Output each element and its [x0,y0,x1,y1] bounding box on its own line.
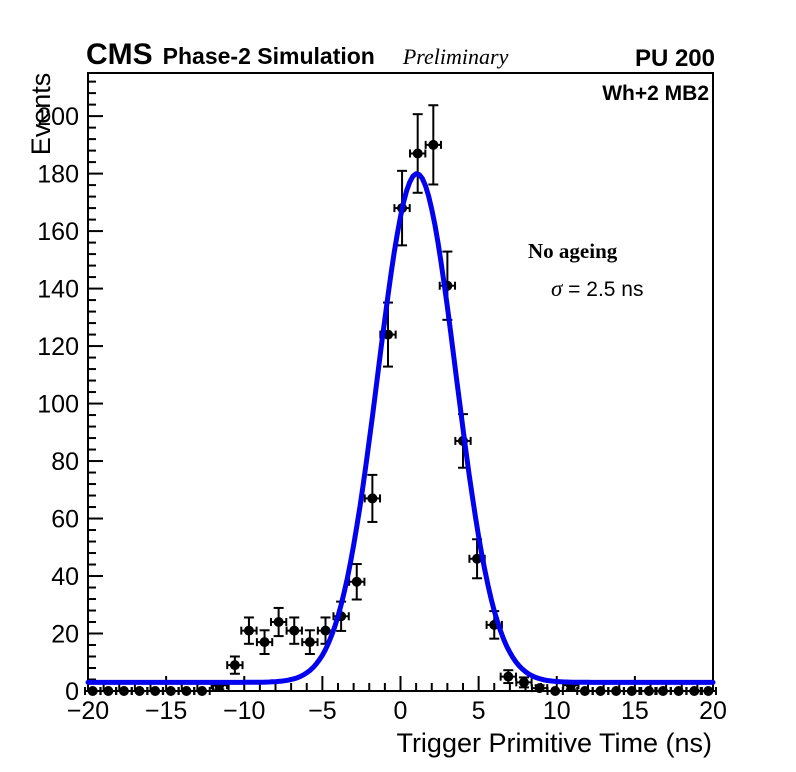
data-point-group [654,686,672,696]
data-point-group [285,616,303,645]
data-point-group [424,104,442,186]
y-tick-label: 140 [37,276,79,304]
data-marker [197,686,208,696]
data-marker [289,625,300,636]
data-point-group [348,563,366,601]
plot-header: CMS Phase-2 Simulation Preliminary [86,38,508,72]
data-marker [165,686,176,696]
data-marker [579,686,590,696]
data-point-group [499,669,517,685]
data-point-group [240,616,258,645]
data-point-group [301,629,319,655]
simulation-label: Phase-2 Simulation [162,43,375,69]
data-marker [643,686,654,696]
data-marker [181,686,192,696]
data-marker [320,625,331,636]
y-tick-label: 100 [37,391,79,419]
data-marker [118,686,129,696]
data-marker [351,576,362,587]
data-point-group [591,686,610,696]
fit-curve-layer [85,171,716,685]
data-point-group [226,655,244,675]
data-point-group [576,686,594,696]
data-point-group [640,686,658,696]
fit-curve [85,171,716,685]
data-marker [243,625,254,636]
y-tick-label: 60 [51,506,79,534]
sigma-annotation: σ = 2.5 ns [551,276,643,302]
preliminary-label: Preliminary [402,44,509,69]
y-tick-label: 120 [37,333,79,361]
y-axis-title: Events [26,73,56,156]
axis-tick-labels: −20 −15 −10 −5 0 5 10 15 20020406080100120140160… [37,103,727,725]
y-tick-label: 0 [65,678,79,706]
sigma-value: = 2.5 ns [562,278,644,301]
data-marker [428,139,439,150]
data-point-group [269,606,288,638]
y-tick-label: 20 [51,621,79,649]
cms-logo-text: CMS [86,38,153,71]
data-marker [273,617,284,628]
data-point-group [607,686,625,696]
y-tick-label: 180 [37,161,79,189]
data-marker [658,686,668,696]
data-point-group [546,686,564,696]
data-marker [673,686,684,696]
x-tick-label: 20 [699,697,727,725]
data-marker [626,686,637,696]
x-tick-label: 0 [394,697,408,725]
data-point-group [255,629,274,655]
x-tick-label: −20 [67,697,109,725]
data-marker [518,677,529,688]
data-point-group [316,616,335,645]
y-tick-label: 160 [37,218,79,246]
sigma-symbol: σ [551,276,563,301]
frame-border [87,72,714,692]
data-marker [611,686,622,696]
data-marker [367,493,378,504]
data-marker [304,637,315,648]
data-marker [503,671,514,682]
data-marker [103,686,114,696]
pileup-label: PU 200 [634,45,715,72]
y-tick-label: 200 [37,103,79,131]
chamber-label: Wh+2 MB2 [602,82,709,105]
data-point-group [363,473,382,523]
x-tick-label: −15 [145,697,187,725]
data-marker [229,660,240,671]
data-series [84,104,717,696]
data-marker [534,683,545,694]
data-marker [703,686,714,696]
y-tick-label: 40 [51,563,79,591]
x-tick-label: 15 [621,697,649,725]
data-point-group [409,113,427,194]
y-tick-label: 80 [51,448,79,476]
ageing-annotation: No ageing [528,239,618,263]
data-marker [595,686,606,696]
data-marker [150,686,161,696]
x-tick-label: 10 [543,697,571,725]
axis-ticks [87,80,714,692]
data-marker [259,637,270,648]
x-axis-title: Trigger Primitive Time (ns) [396,728,712,758]
x-tick-label: 5 [472,697,486,725]
x-tick-label: −5 [308,697,337,725]
data-marker [550,686,561,696]
data-marker [689,686,700,696]
data-point-group [193,686,211,696]
data-point-group [685,686,703,696]
data-marker [134,686,145,696]
data-point-group [623,686,641,696]
x-tick-label: −10 [223,697,265,725]
data-point-group [699,686,717,696]
plot-frame [87,72,714,692]
data-point-group [515,676,533,689]
data-marker [472,553,483,564]
data-point-group [669,686,688,696]
data-marker [412,148,423,159]
data-marker [87,686,98,696]
